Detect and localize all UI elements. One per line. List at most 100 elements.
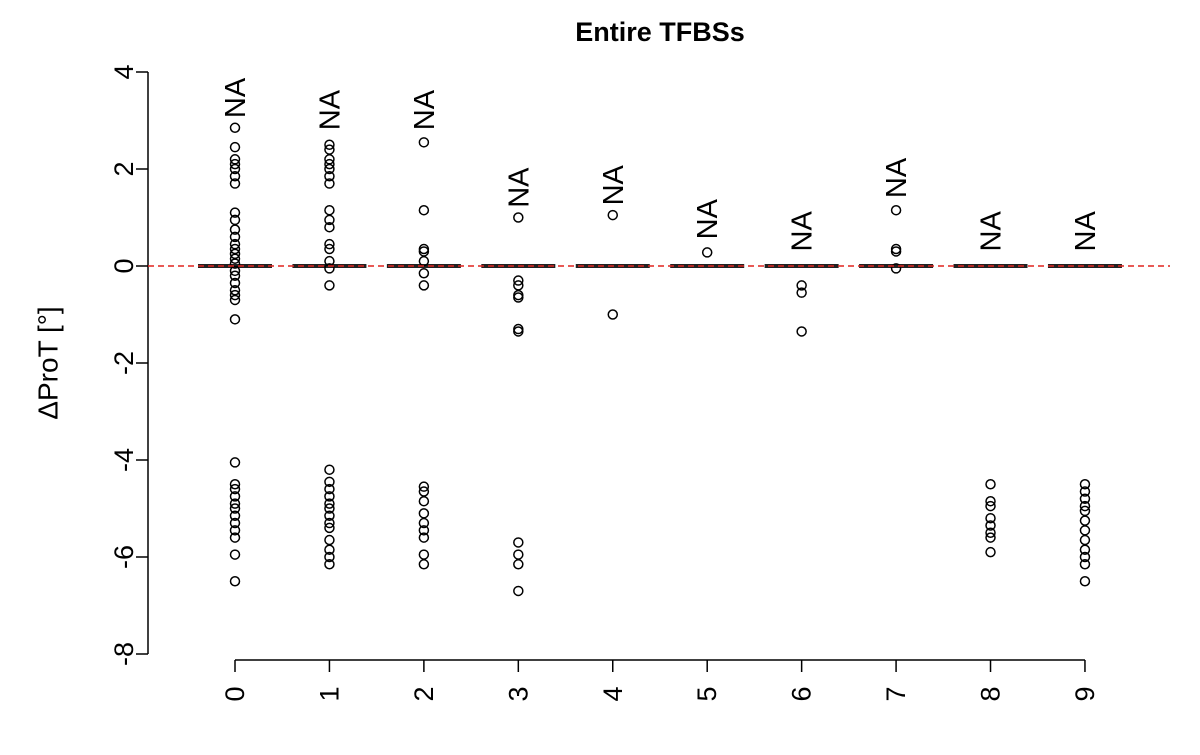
outlier bbox=[513, 549, 524, 560]
na-annotation: NA bbox=[787, 211, 819, 252]
outlier bbox=[418, 559, 430, 570]
outlier bbox=[229, 253, 241, 264]
outlier bbox=[324, 464, 335, 475]
outlier bbox=[324, 171, 335, 182]
y-tick-label: -8 bbox=[109, 642, 139, 666]
outlier bbox=[229, 224, 241, 235]
outlier bbox=[796, 326, 807, 337]
y-tick-label: -2 bbox=[109, 351, 139, 375]
outlier bbox=[1079, 534, 1091, 546]
outlier bbox=[324, 476, 335, 488]
outlier bbox=[796, 287, 807, 298]
outlier bbox=[513, 326, 524, 337]
outlier bbox=[1079, 544, 1091, 555]
outlier bbox=[1079, 479, 1091, 490]
outlier bbox=[1079, 525, 1091, 536]
outlier bbox=[513, 559, 524, 570]
outlier bbox=[985, 520, 996, 531]
outlier bbox=[324, 163, 335, 175]
x-tick-label: 4 bbox=[598, 686, 628, 701]
outlier bbox=[607, 309, 619, 320]
na-annotation: NA bbox=[220, 77, 252, 118]
outlier bbox=[229, 122, 241, 134]
outlier bbox=[418, 508, 430, 519]
outlier bbox=[985, 546, 996, 558]
outlier bbox=[985, 527, 996, 538]
outlier bbox=[985, 500, 996, 512]
outlier bbox=[513, 537, 524, 548]
outlier bbox=[324, 559, 335, 570]
outlier bbox=[513, 275, 524, 286]
outlier bbox=[324, 243, 335, 255]
outlier bbox=[985, 479, 996, 490]
outlier bbox=[324, 498, 335, 509]
outlier bbox=[324, 534, 335, 546]
outlier bbox=[324, 544, 335, 555]
x-tick-label: 8 bbox=[976, 686, 1006, 701]
x-tick-label: 0 bbox=[220, 686, 250, 701]
outlier bbox=[229, 231, 241, 243]
x-tick-label: 9 bbox=[1070, 686, 1100, 701]
na-annotation: NA bbox=[409, 89, 441, 130]
outlier bbox=[513, 292, 524, 303]
outlier bbox=[324, 238, 335, 250]
na-annotation: NA bbox=[976, 211, 1008, 252]
na-annotation: NA bbox=[314, 89, 346, 130]
na-annotation: NA bbox=[503, 167, 535, 208]
y-axis-label: ΔProT [°] bbox=[33, 306, 64, 419]
na-annotation: NA bbox=[1070, 211, 1102, 252]
outlier bbox=[985, 512, 996, 524]
outlier bbox=[324, 178, 335, 189]
outlier bbox=[418, 137, 430, 148]
outlier bbox=[1079, 576, 1091, 587]
outlier bbox=[229, 171, 241, 182]
outlier bbox=[985, 532, 996, 543]
outlier bbox=[418, 517, 430, 529]
outlier bbox=[324, 510, 335, 522]
outlier bbox=[418, 268, 430, 279]
outlier bbox=[513, 212, 524, 223]
outlier bbox=[418, 549, 430, 560]
outlier bbox=[229, 483, 241, 495]
outlier bbox=[229, 294, 241, 306]
outlier bbox=[229, 517, 241, 529]
outlier bbox=[229, 314, 241, 325]
outlier bbox=[229, 141, 241, 153]
outlier bbox=[324, 214, 335, 226]
outlier bbox=[229, 503, 241, 514]
na-annotation: NA bbox=[881, 157, 913, 198]
outlier bbox=[607, 209, 619, 221]
outlier bbox=[229, 498, 241, 509]
outlier bbox=[324, 503, 335, 514]
outlier bbox=[229, 258, 241, 269]
outlier bbox=[513, 585, 524, 597]
outlier bbox=[324, 517, 335, 529]
na-annotation: NA bbox=[598, 164, 630, 205]
y-tick-label: -4 bbox=[109, 448, 139, 472]
outlier bbox=[1079, 551, 1091, 563]
outlier bbox=[1079, 515, 1091, 526]
outlier bbox=[1079, 500, 1091, 512]
outlier bbox=[324, 204, 335, 216]
outlier bbox=[324, 280, 335, 291]
outlier bbox=[229, 289, 241, 301]
y-tick-label: 0 bbox=[109, 258, 139, 273]
outlier bbox=[229, 178, 241, 189]
outlier bbox=[324, 491, 335, 502]
outlier bbox=[229, 265, 241, 277]
y-tick-label: 4 bbox=[109, 64, 139, 79]
x-tick-label: 3 bbox=[503, 686, 533, 701]
outlier bbox=[418, 525, 430, 536]
outlier bbox=[229, 163, 241, 175]
outlier bbox=[1079, 559, 1091, 570]
na-annotation: NA bbox=[692, 198, 724, 239]
outlier bbox=[324, 483, 335, 495]
outlier bbox=[418, 532, 430, 543]
outlier bbox=[229, 207, 241, 218]
x-tick-label: 6 bbox=[787, 686, 817, 701]
outlier bbox=[418, 495, 430, 507]
outlier bbox=[796, 280, 807, 291]
outlier bbox=[229, 277, 241, 289]
outlier bbox=[418, 280, 430, 291]
